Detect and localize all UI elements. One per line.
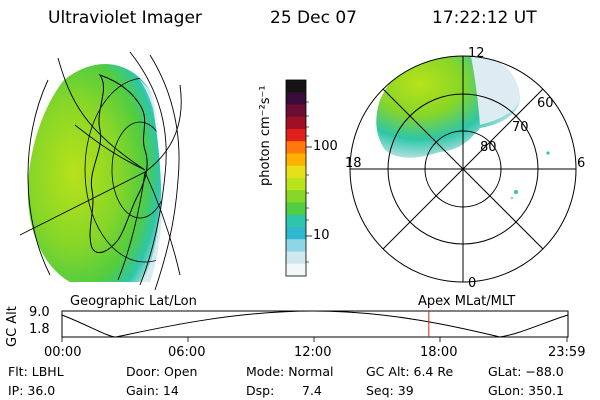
altitude-plot <box>61 310 569 342</box>
colorbar-swatch <box>286 202 306 216</box>
colorbar-swatch <box>286 92 306 105</box>
time-tick-1800: 18:00 <box>420 345 458 360</box>
ip-status: IP: 36.0 <box>8 383 56 398</box>
colorbar-swatch <box>286 129 306 142</box>
seq-status: Seq: 39 <box>366 383 414 398</box>
mlt-label-12: 12 <box>468 46 485 61</box>
time-tick-0600: 06:00 <box>168 345 206 360</box>
colorbar-swatch <box>286 263 306 277</box>
mlat-label-70: 70 <box>512 120 529 135</box>
dsp-value: 7.4 <box>302 383 322 398</box>
colorbar-tick-10: 10 <box>313 228 330 243</box>
colorbar-swatch <box>286 178 306 191</box>
colorbar-swatch <box>286 251 306 265</box>
polar-plot <box>349 55 577 283</box>
time-label: 17:22:12 UT <box>432 8 537 28</box>
colorbar-swatch <box>286 80 306 93</box>
time-tick-2359: 23:59 <box>548 345 586 360</box>
gc-alt-status: GC Alt: 6.4 Re <box>366 364 454 379</box>
mode-status: Mode: Normal <box>246 364 334 379</box>
dsp-label: Dsp: <box>246 383 275 398</box>
colorbar-swatch <box>286 239 306 252</box>
time-tick-0000: 00:00 <box>44 345 82 360</box>
door-status: Door: Open <box>126 364 198 379</box>
filter-status: Flt: LBHL <box>8 364 64 379</box>
colorbar-swatch <box>286 153 306 167</box>
geographic-image <box>19 51 182 291</box>
glon-status: GLon: 350.1 <box>488 383 564 398</box>
geographic-projection-label: Geographic Lat/Lon <box>70 294 197 309</box>
colorbar-swatch <box>286 116 306 130</box>
mlt-label-6: 6 <box>577 156 586 171</box>
colorbar-swatch <box>286 190 306 203</box>
colorbar-swatch <box>286 227 306 240</box>
apex-projection-label: Apex MLat/MLT <box>418 294 516 309</box>
altitude-axis-title: GC Alt <box>5 306 20 347</box>
mlat-label-80: 80 <box>480 140 497 155</box>
colorbar <box>285 79 312 277</box>
date-label: 25 Dec 07 <box>270 8 357 28</box>
altitude-tick-high: 9.0 <box>29 305 50 320</box>
mlt-label-18: 18 <box>345 156 362 171</box>
colorbar-swatch <box>286 104 306 118</box>
colorbar-swatch <box>286 214 306 228</box>
colorbar-swatch <box>286 141 306 154</box>
mlat-label-60: 60 <box>537 96 554 111</box>
colorbar-swatch <box>286 165 306 179</box>
colorbar-unit-label: photon cm⁻²s⁻¹ <box>258 85 273 186</box>
gain-status: Gain: 14 <box>126 383 179 398</box>
time-tick-1200: 12:00 <box>294 345 332 360</box>
glat-status: GLat: −88.0 <box>488 364 564 379</box>
colorbar-tick-100: 100 <box>313 139 338 154</box>
instrument-title: Ultraviolet Imager <box>48 8 202 28</box>
altitude-tick-low: 1.8 <box>29 322 50 337</box>
mlt-label-0: 0 <box>468 276 477 291</box>
